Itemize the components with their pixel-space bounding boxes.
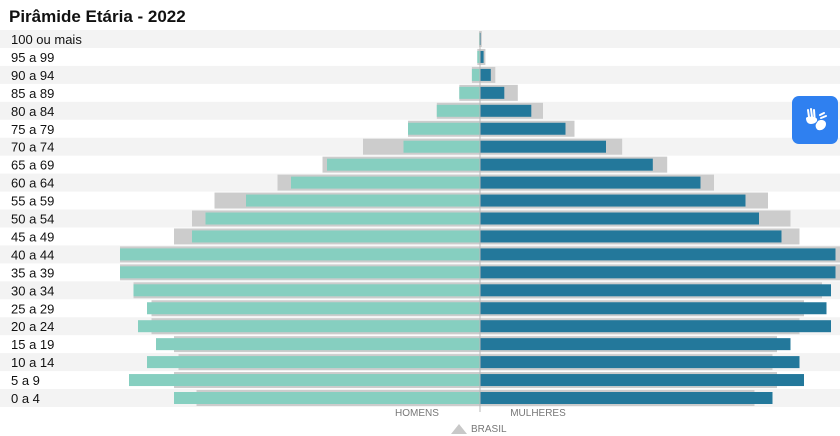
bar-men — [291, 176, 480, 189]
bar-women — [480, 302, 827, 315]
age-label: 65 a 69 — [11, 158, 54, 173]
row-stripe — [0, 30, 840, 48]
bar-men — [147, 302, 480, 315]
age-label: 40 a 44 — [11, 247, 54, 262]
legend-label-reference: BRASIL — [471, 424, 507, 435]
bar-men — [403, 140, 480, 153]
age-label: 10 a 14 — [11, 355, 54, 370]
sign-language-hands-icon — [806, 108, 827, 131]
age-label: 85 a 89 — [11, 86, 54, 101]
age-label: 55 a 59 — [11, 194, 54, 209]
bar-women — [480, 194, 746, 207]
bar-women — [480, 86, 505, 99]
bar-men — [133, 284, 480, 297]
bar-men — [471, 68, 480, 81]
age-label: 5 a 9 — [11, 373, 40, 388]
age-label: 80 a 84 — [11, 104, 54, 119]
age-label: 35 a 39 — [11, 265, 54, 280]
row-stripe — [0, 101, 840, 120]
bar-men — [156, 338, 480, 351]
bar-men — [436, 104, 480, 117]
age-label: 15 a 19 — [11, 337, 54, 352]
bar-women — [480, 50, 484, 63]
age-label: 25 a 29 — [11, 301, 54, 316]
bar-men — [120, 266, 480, 279]
bar-men — [327, 158, 480, 171]
age-label: 60 a 64 — [11, 176, 54, 191]
row-stripe — [0, 65, 840, 84]
bar-women — [480, 284, 831, 297]
bar-women — [480, 248, 836, 261]
age-label: 90 a 94 — [11, 68, 54, 83]
bar-women — [480, 374, 804, 387]
age-label: 70 a 74 — [11, 140, 54, 155]
bar-men — [459, 86, 480, 99]
age-label: 100 ou mais — [11, 32, 82, 47]
chart-title: Pirâmide Etária - 2022 — [9, 7, 186, 26]
bar-women — [480, 356, 800, 369]
age-label: 45 a 49 — [11, 229, 54, 244]
bar-women — [480, 338, 791, 351]
legend-label-women: MULHERES — [510, 408, 566, 419]
bar-men — [120, 248, 480, 261]
bar-women — [480, 158, 653, 171]
age-label: 20 a 24 — [11, 319, 54, 334]
age-labels: 0 a 4 5 a 9 10 a 14 15 a 19 20 a 24 25 a 29 30… — [11, 32, 82, 406]
age-label: 50 a 54 — [11, 212, 54, 227]
bar-women — [480, 104, 532, 117]
age-label: 30 a 34 — [11, 283, 54, 298]
bar-women — [480, 176, 701, 189]
bar-women — [480, 68, 491, 81]
age-label: 75 a 79 — [11, 122, 54, 137]
bar-women — [480, 266, 836, 279]
bar-men — [246, 194, 480, 207]
bar-men — [147, 356, 480, 369]
bar-men — [408, 122, 480, 135]
bar-men — [138, 320, 480, 333]
bar-men — [205, 212, 480, 225]
accessibility-button[interactable] — [792, 96, 838, 144]
bar-women — [480, 140, 606, 153]
bar-women — [480, 320, 831, 333]
bar-women — [480, 392, 773, 404]
bar-men — [477, 50, 480, 63]
bar-men — [174, 392, 480, 404]
bar-women — [480, 230, 782, 243]
population-bars — [120, 33, 836, 404]
age-label: 95 a 99 — [11, 50, 54, 65]
bar-women — [480, 122, 566, 135]
legend-label-men: HOMENS — [395, 408, 439, 419]
age-label: 0 a 4 — [11, 391, 40, 406]
legend-triangle-icon — [451, 424, 467, 434]
bar-men — [129, 374, 480, 387]
bar-men — [192, 230, 480, 243]
bar-women — [480, 212, 759, 225]
